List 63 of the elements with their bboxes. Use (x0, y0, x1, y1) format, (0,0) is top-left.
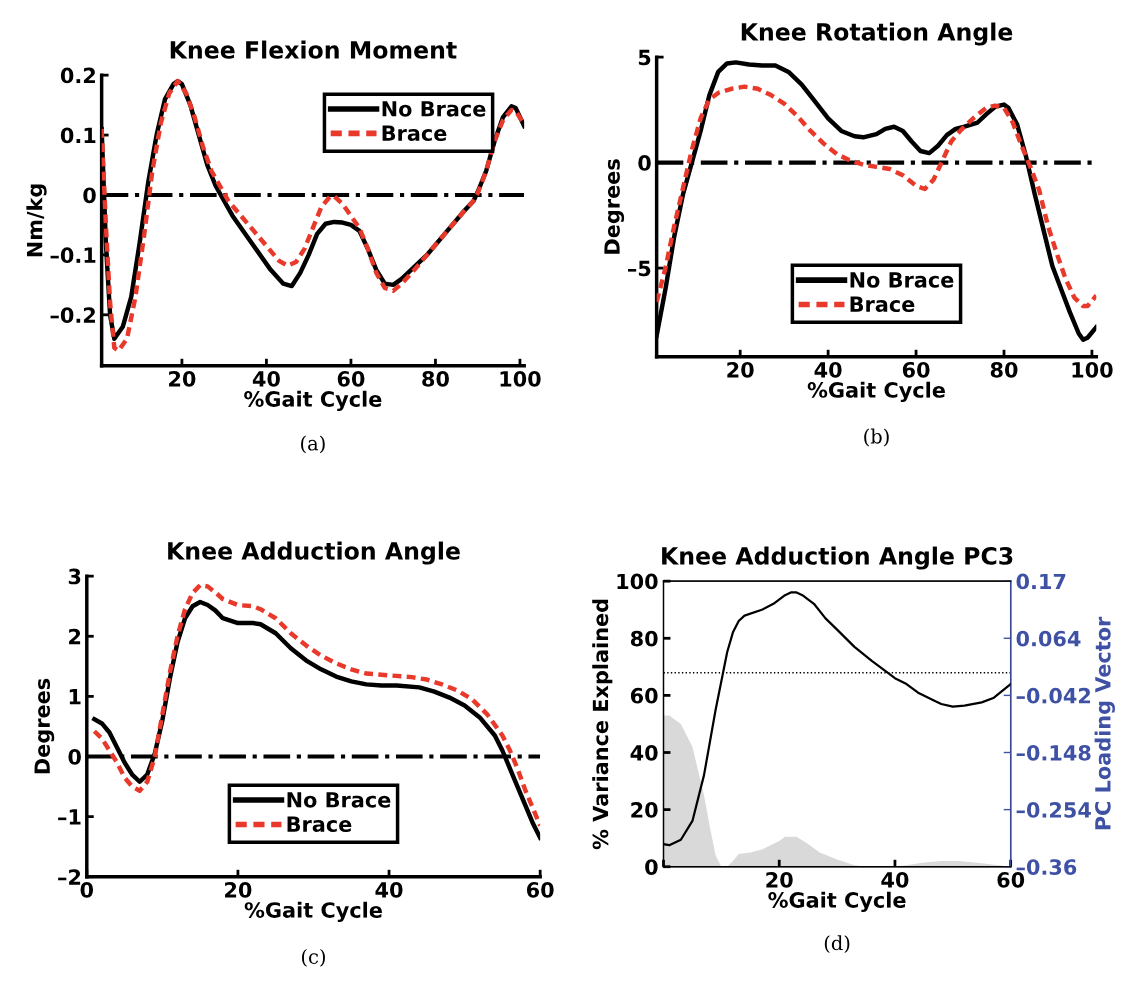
y-tick-label: –2 (58, 869, 81, 885)
y2-axis-title: PC Loading Vector (1094, 616, 1115, 830)
y-tick-label: 80 (630, 630, 658, 647)
x-axis-title: %Gait Cycle (244, 390, 382, 412)
x-tick-label: 40 (252, 370, 280, 387)
x-tick-label: 20 (766, 871, 793, 888)
x-tick-label: 60 (337, 370, 365, 387)
y-axis-title: Degrees (34, 678, 55, 774)
y-tick-label: 100 (617, 573, 658, 590)
x-tick-label: 40 (881, 871, 909, 888)
y-tick-label: 20 (631, 802, 658, 818)
y-tick-label: –5 (628, 260, 651, 277)
y-tick-label: 2 (69, 628, 81, 645)
x-tick-label: 80 (422, 370, 449, 387)
x-tick-label: 20 (727, 361, 754, 378)
y2-tick-label: –0.042 (1016, 687, 1091, 704)
y-tick-label: 0.1 (60, 127, 96, 144)
text: (c) (301, 948, 325, 967)
y2-tick-label: 0.064 (1016, 630, 1081, 647)
x-axis-title: %Gait Cycle (768, 891, 906, 913)
y-tick-label: –0.1 (50, 247, 96, 264)
legend-label: Brace (287, 816, 352, 832)
x-tick-label: 40 (375, 881, 403, 898)
text: (a) (301, 435, 325, 454)
x-tick-label: 60 (526, 881, 554, 898)
x-tick-label: 40 (814, 361, 842, 378)
y-axis-title: % Variance Explained (592, 599, 613, 850)
y-tick-label: 1 (69, 689, 81, 705)
y-tick-label: 40 (630, 744, 658, 761)
x-axis-title: %Gait Cycle (244, 901, 382, 923)
y2-tick-label: –0.254 (1016, 802, 1091, 818)
y2-tick-label: –0.148 (1016, 744, 1091, 761)
legend-label: No Brace (287, 792, 391, 808)
x-tick-label: 100 (1072, 361, 1113, 378)
chart-title: Knee Adduction Angle (168, 541, 460, 565)
y-tick-label: 0.2 (60, 67, 95, 84)
y-tick-label: 0 (638, 155, 651, 171)
x-tick-label: 80 (990, 361, 1018, 378)
y-tick-label: 60 (630, 687, 658, 704)
y-tick-label: 0 (83, 187, 96, 204)
chart-title: Knee Rotation Angle (741, 22, 1013, 46)
y-tick-label: –1 (58, 809, 81, 825)
y-tick-label: 3 (68, 568, 81, 585)
y-tick-label: 5 (638, 49, 651, 66)
x-tick-label: 60 (902, 361, 930, 378)
legend-label: No Brace (850, 272, 954, 288)
legend-label: No Brace (382, 101, 486, 117)
chart-title: Knee Adduction Angle PC3 (662, 546, 1013, 570)
legend-label: Brace (850, 296, 915, 313)
text: (d) (824, 935, 850, 954)
y-tick-label: 0 (645, 859, 658, 875)
x-tick-label: 20 (169, 370, 196, 387)
x-tick-label: 20 (225, 881, 252, 898)
chart-title: Knee Flexion Moment (170, 40, 457, 59)
y2-tick-label: 0.17 (1016, 573, 1066, 590)
x-tick-label: 100 (500, 370, 541, 387)
y-tick-label: –0.2 (50, 307, 95, 324)
y-tick-label: 0 (68, 748, 81, 765)
x-axis-title: %Gait Cycle (807, 381, 945, 403)
y-axis-title: Nm/kg (26, 184, 47, 257)
legend-label: Brace (382, 125, 447, 141)
y-axis-title: Degrees (604, 159, 625, 254)
text: (b) (864, 428, 889, 447)
